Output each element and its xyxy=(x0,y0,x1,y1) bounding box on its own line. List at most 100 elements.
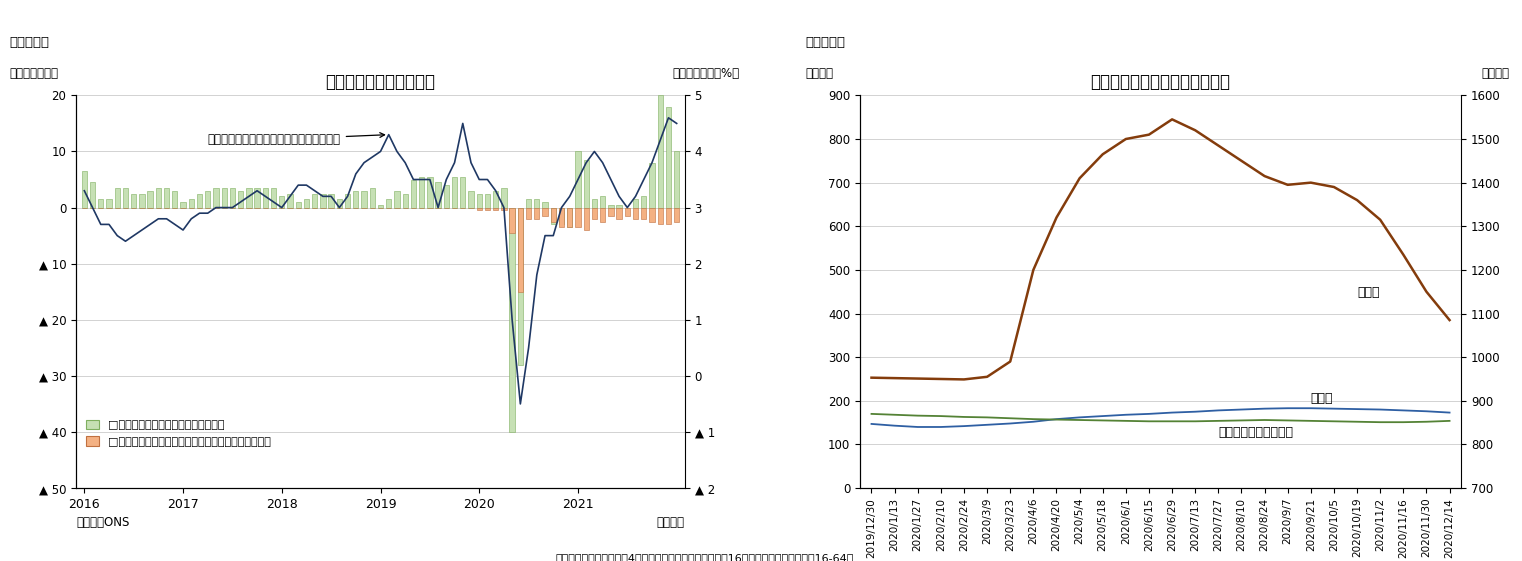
Bar xyxy=(189,199,193,208)
Bar xyxy=(247,188,251,208)
Bar xyxy=(345,194,350,208)
Text: （月次）: （月次） xyxy=(658,516,685,528)
Bar xyxy=(172,191,178,208)
Bar xyxy=(510,208,514,432)
Bar xyxy=(542,208,548,216)
Bar xyxy=(90,182,96,208)
Bar xyxy=(336,199,342,208)
Bar xyxy=(592,199,597,208)
Bar xyxy=(181,202,186,208)
Bar xyxy=(361,191,367,208)
Bar xyxy=(568,208,572,227)
Bar xyxy=(131,194,137,208)
Bar xyxy=(123,188,128,208)
Text: （資料）ONS: （資料）ONS xyxy=(76,516,129,528)
Bar xyxy=(583,208,589,230)
Bar xyxy=(616,205,622,208)
Bar xyxy=(329,194,333,208)
Bar xyxy=(230,188,234,208)
Bar xyxy=(674,208,679,222)
Text: （件数、万件）: （件数、万件） xyxy=(9,67,58,80)
Bar xyxy=(609,208,613,216)
Text: 非労働力人口（右軸）: 非労働力人口（右軸） xyxy=(1218,426,1294,439)
Bar xyxy=(428,177,432,208)
Bar xyxy=(559,208,565,227)
Bar xyxy=(402,194,408,208)
Bar xyxy=(107,199,111,208)
Bar xyxy=(97,199,103,208)
Bar xyxy=(575,208,580,227)
Bar xyxy=(288,194,292,208)
Bar xyxy=(633,208,638,219)
Bar xyxy=(205,191,210,208)
Bar xyxy=(641,208,647,219)
Bar xyxy=(493,191,498,208)
Bar xyxy=(658,208,664,224)
Bar xyxy=(501,208,507,210)
Bar xyxy=(164,188,169,208)
Title: 英国の雇用統計（週次データ）: 英国の雇用統計（週次データ） xyxy=(1091,73,1230,91)
Bar xyxy=(469,191,473,208)
Bar xyxy=(633,199,638,208)
Bar xyxy=(452,177,457,208)
Bar xyxy=(377,205,384,208)
Bar xyxy=(600,208,606,222)
Bar xyxy=(674,151,679,208)
Bar xyxy=(196,194,202,208)
Bar xyxy=(486,194,490,208)
Bar xyxy=(82,171,87,208)
Text: （前年同期比、%）: （前年同期比、%） xyxy=(673,67,740,80)
Bar xyxy=(460,177,466,208)
Bar xyxy=(650,163,654,208)
Bar xyxy=(534,208,539,219)
Bar xyxy=(254,188,260,208)
Bar xyxy=(411,180,416,208)
Bar xyxy=(658,95,664,208)
Bar xyxy=(279,196,285,208)
Bar xyxy=(370,188,374,208)
Text: （図表６）: （図表６） xyxy=(805,36,846,49)
Bar xyxy=(616,208,622,219)
Bar xyxy=(568,208,572,227)
Bar xyxy=(510,208,514,233)
Bar xyxy=(517,208,524,292)
Text: （図表５）: （図表５） xyxy=(9,36,49,49)
Bar xyxy=(575,151,580,208)
Bar xyxy=(387,199,391,208)
Bar xyxy=(641,196,647,208)
Bar xyxy=(665,208,671,224)
Bar xyxy=(271,188,275,208)
Title: 給与取得者データの推移: 給与取得者データの推移 xyxy=(326,73,435,91)
Text: 月あたり給与（中央値）の伸び率（右軸）: 月あたり給与（中央値）の伸び率（右軸） xyxy=(207,132,385,146)
Bar xyxy=(542,202,548,208)
Bar xyxy=(263,188,268,208)
Bar xyxy=(665,107,671,208)
Bar xyxy=(583,160,589,208)
Bar xyxy=(559,208,565,224)
Bar xyxy=(320,194,326,208)
Bar xyxy=(493,208,498,210)
Bar xyxy=(551,208,556,222)
Bar xyxy=(419,177,425,208)
Bar xyxy=(527,199,531,208)
Bar xyxy=(304,199,309,208)
Bar xyxy=(476,194,482,208)
Bar xyxy=(551,208,556,224)
Bar xyxy=(394,191,400,208)
Bar xyxy=(353,191,359,208)
Bar xyxy=(517,208,524,365)
Text: （万人）: （万人） xyxy=(805,67,834,80)
Bar xyxy=(237,191,244,208)
Bar xyxy=(295,202,301,208)
Text: （万人）: （万人） xyxy=(1481,67,1510,80)
Bar xyxy=(148,191,152,208)
Bar xyxy=(476,208,482,210)
Bar xyxy=(139,194,145,208)
Bar xyxy=(592,208,597,219)
Text: 休業者: 休業者 xyxy=(1358,286,1379,299)
Bar xyxy=(155,188,161,208)
Bar xyxy=(527,208,531,219)
Text: 失業者: 失業者 xyxy=(1310,392,1333,404)
Bar xyxy=(114,188,120,208)
Bar xyxy=(624,208,630,216)
